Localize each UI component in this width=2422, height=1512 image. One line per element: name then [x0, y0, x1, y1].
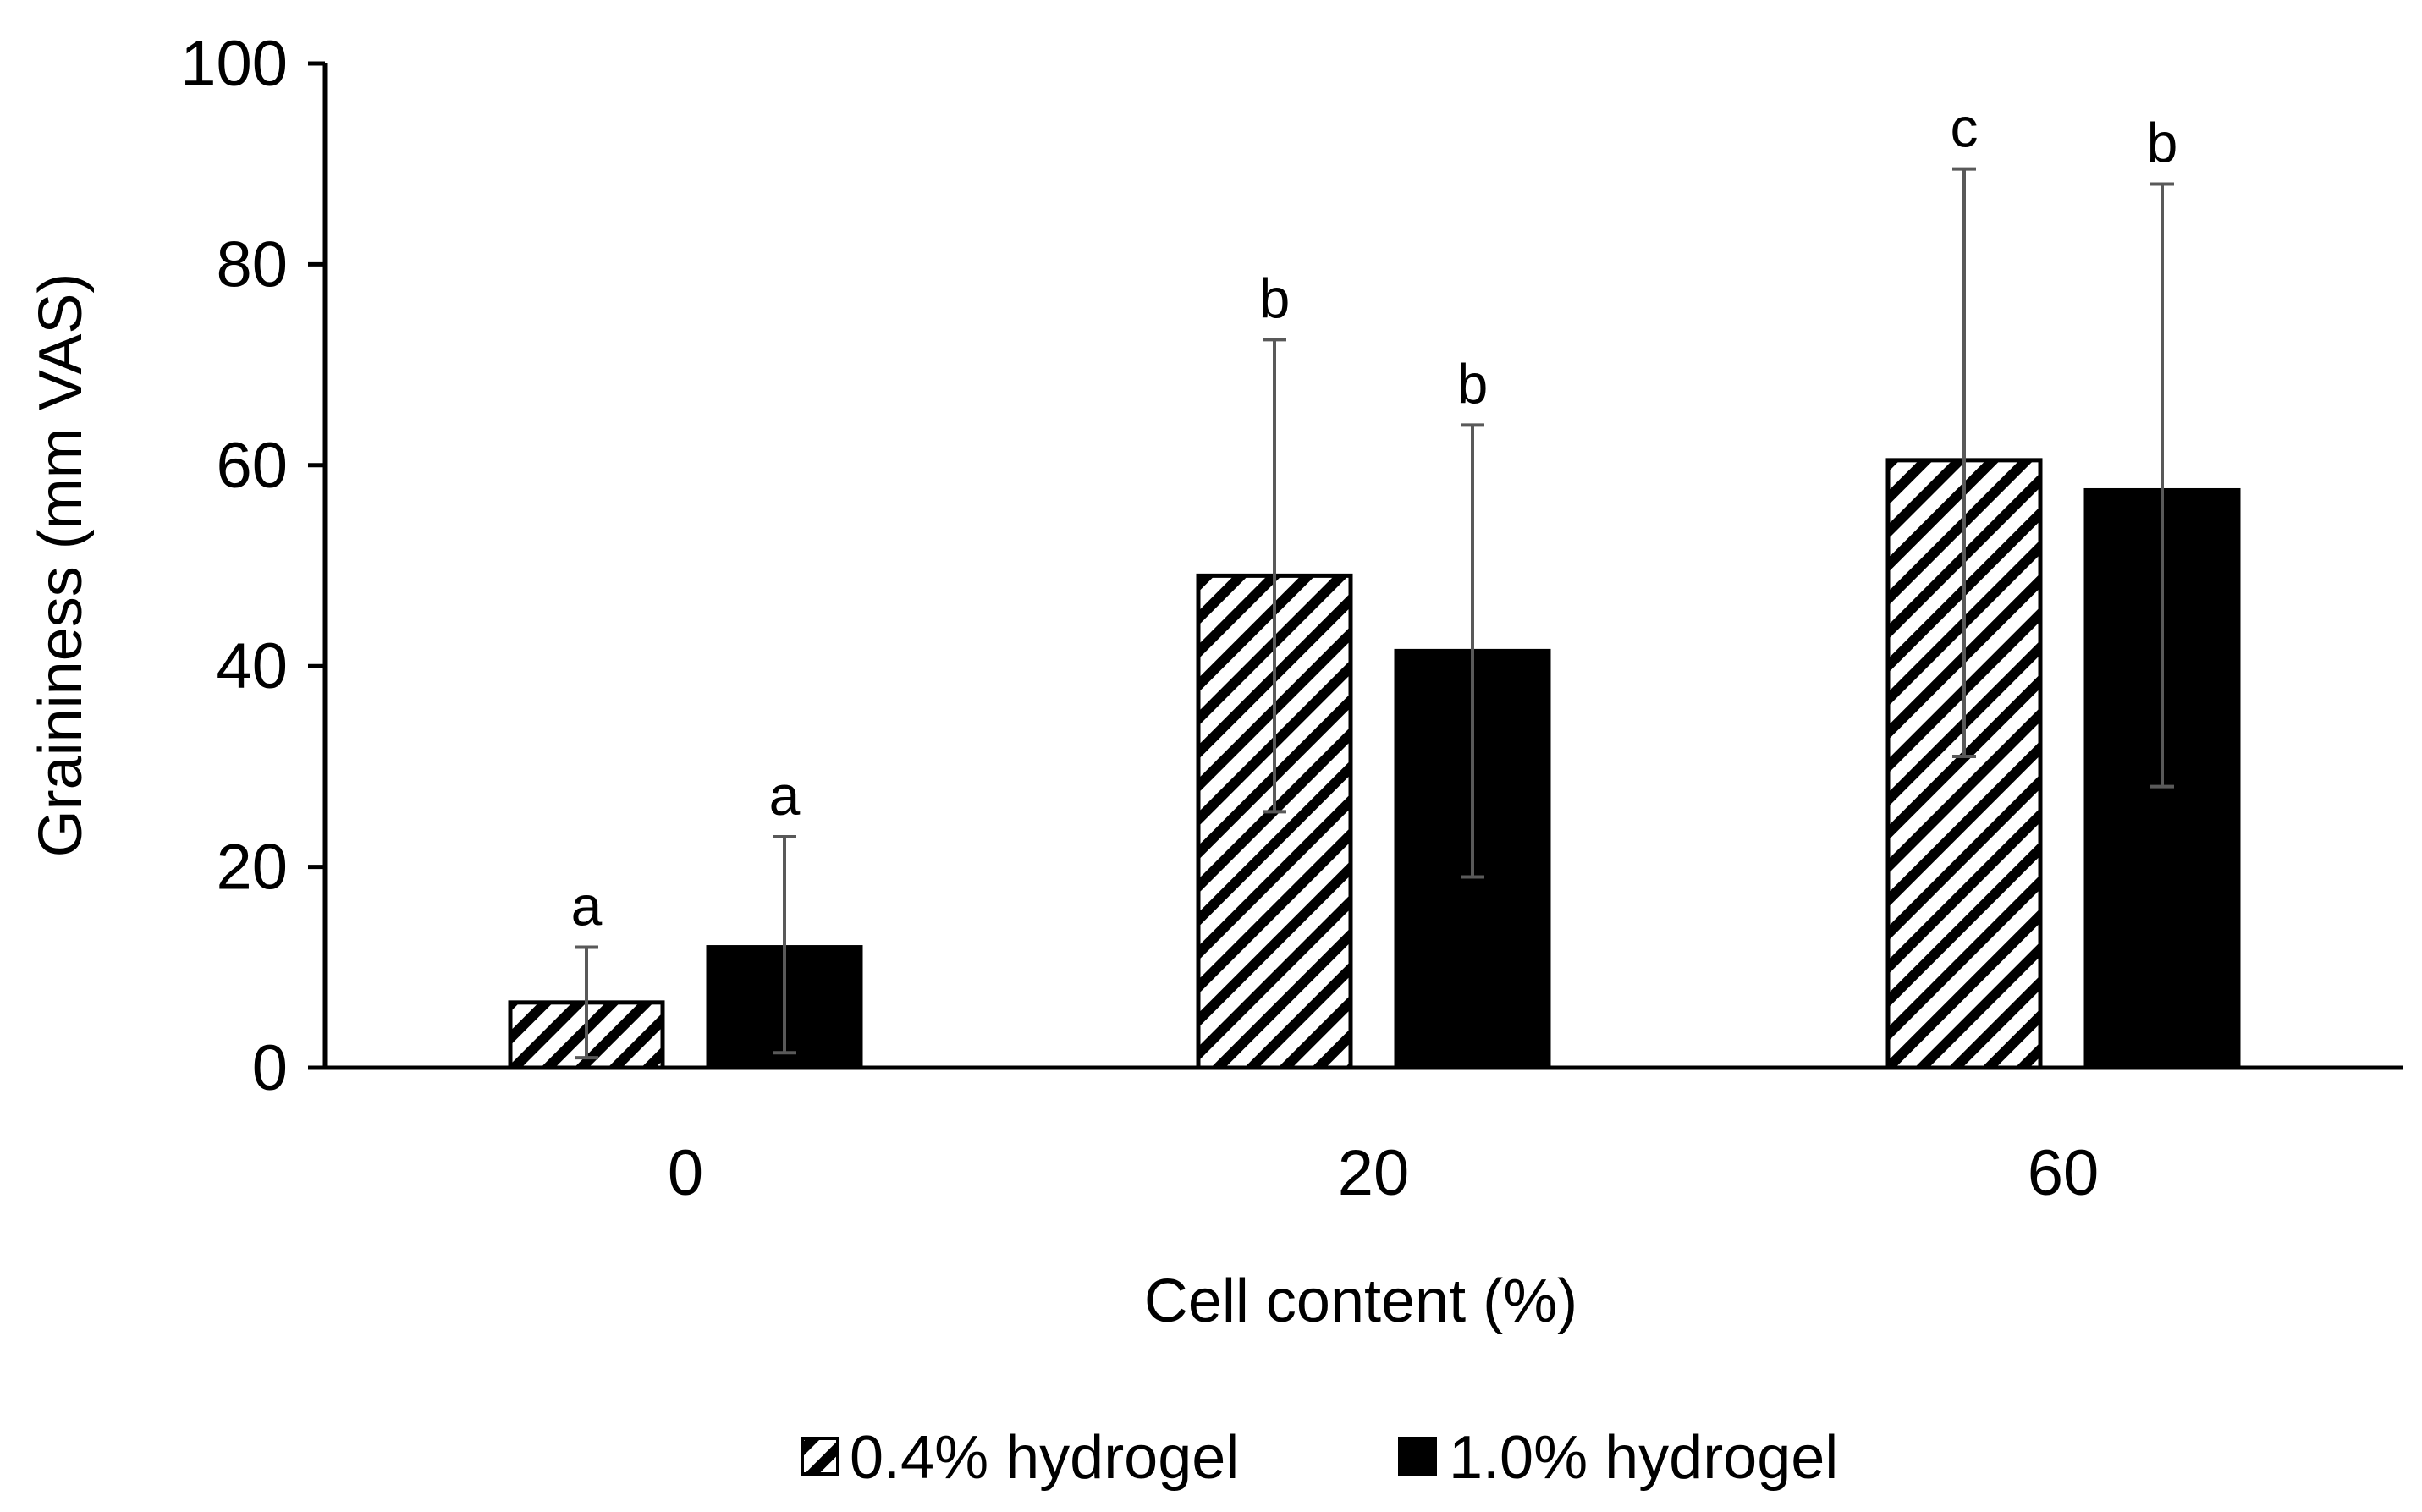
y-tick-label: 60	[216, 430, 288, 502]
x-tick-labels: 0 20 60	[668, 1137, 2099, 1209]
significance-label: c	[1951, 96, 1979, 159]
y-tick-label: 40	[216, 630, 288, 702]
significance-label: a	[571, 875, 603, 937]
significance-labels: a b c a b b	[571, 96, 2178, 937]
y-tick-label: 0	[252, 1032, 288, 1104]
y-axis-title: Graininess (mm VAS)	[27, 273, 95, 858]
significance-label: b	[2147, 111, 2178, 173]
y-tick-label: 20	[216, 832, 288, 904]
x-tick-label: 60	[2028, 1137, 2100, 1209]
x-tick-label: 20	[1338, 1137, 1410, 1209]
significance-label: b	[1457, 352, 1489, 415]
significance-label: b	[1259, 267, 1291, 329]
y-tick-label: 100	[180, 28, 288, 100]
significance-label: a	[769, 764, 801, 827]
legend: 0.4% hydrogel 1.0% hydrogel	[801, 1424, 1838, 1492]
x-tick-label: 0	[668, 1137, 703, 1209]
x-axis-title: Cell content (%)	[1144, 1267, 1577, 1335]
y-tick-label: 80	[216, 228, 288, 300]
y-ticks: 0 20 40 60 80 100	[180, 28, 325, 1104]
legend-swatch-1	[1398, 1437, 1437, 1476]
legend-swatch-0	[801, 1437, 839, 1476]
error-bars	[575, 167, 2174, 1060]
legend-label-1: 1.0% hydrogel	[1449, 1424, 1838, 1492]
legend-label-0: 0.4% hydrogel	[850, 1424, 1239, 1492]
